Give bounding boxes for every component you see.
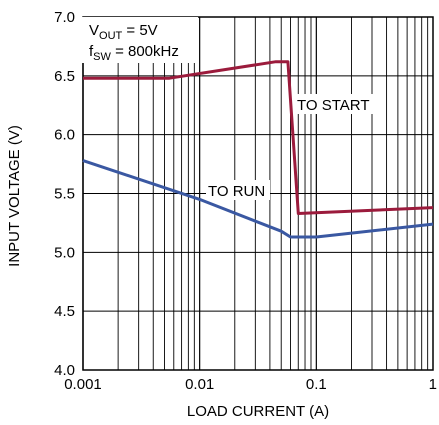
to-start-label-bg — [294, 94, 376, 114]
to-run-label: TO RUN — [208, 183, 265, 200]
conditions-box-bg — [82, 17, 198, 63]
y-axis-title: INPUT VOLTAGE (V) — [6, 125, 23, 267]
x-tick-label: 0.001 — [64, 376, 102, 393]
series-line-to-run — [82, 159, 434, 239]
x-tick-label: 0.1 — [306, 376, 327, 393]
to-run-label-bg — [206, 180, 270, 200]
y-tick-label: 5.5 — [54, 186, 75, 203]
plot-frame — [82, 16, 434, 371]
x-tick-label: 0.01 — [185, 376, 214, 393]
y-tick-label: 6.5 — [54, 68, 75, 85]
x-axis-title: LOAD CURRENT (A) — [187, 403, 329, 420]
y-tick-label: 4.5 — [54, 303, 75, 320]
vout-condition: VOUT = 5V — [89, 22, 158, 42]
tick-labels: 4.0 4.5 5.0 5.5 6.0 6.5 7.0 0.001 0.01 0.1 1 — [54, 9, 437, 393]
series-layer — [82, 60, 434, 239]
series-line-to-start — [83, 60, 434, 215]
to-start-label: TO START — [297, 97, 370, 114]
fsw-condition: fSW = 800kHz — [89, 43, 179, 63]
y-tick-label: 4.0 — [54, 362, 75, 379]
y-tick-label: 7.0 — [54, 9, 75, 26]
y-tick-label: 5.0 — [54, 244, 75, 261]
x-tick-label: 1 — [429, 376, 437, 393]
y-tick-label: 6.0 — [54, 127, 75, 144]
